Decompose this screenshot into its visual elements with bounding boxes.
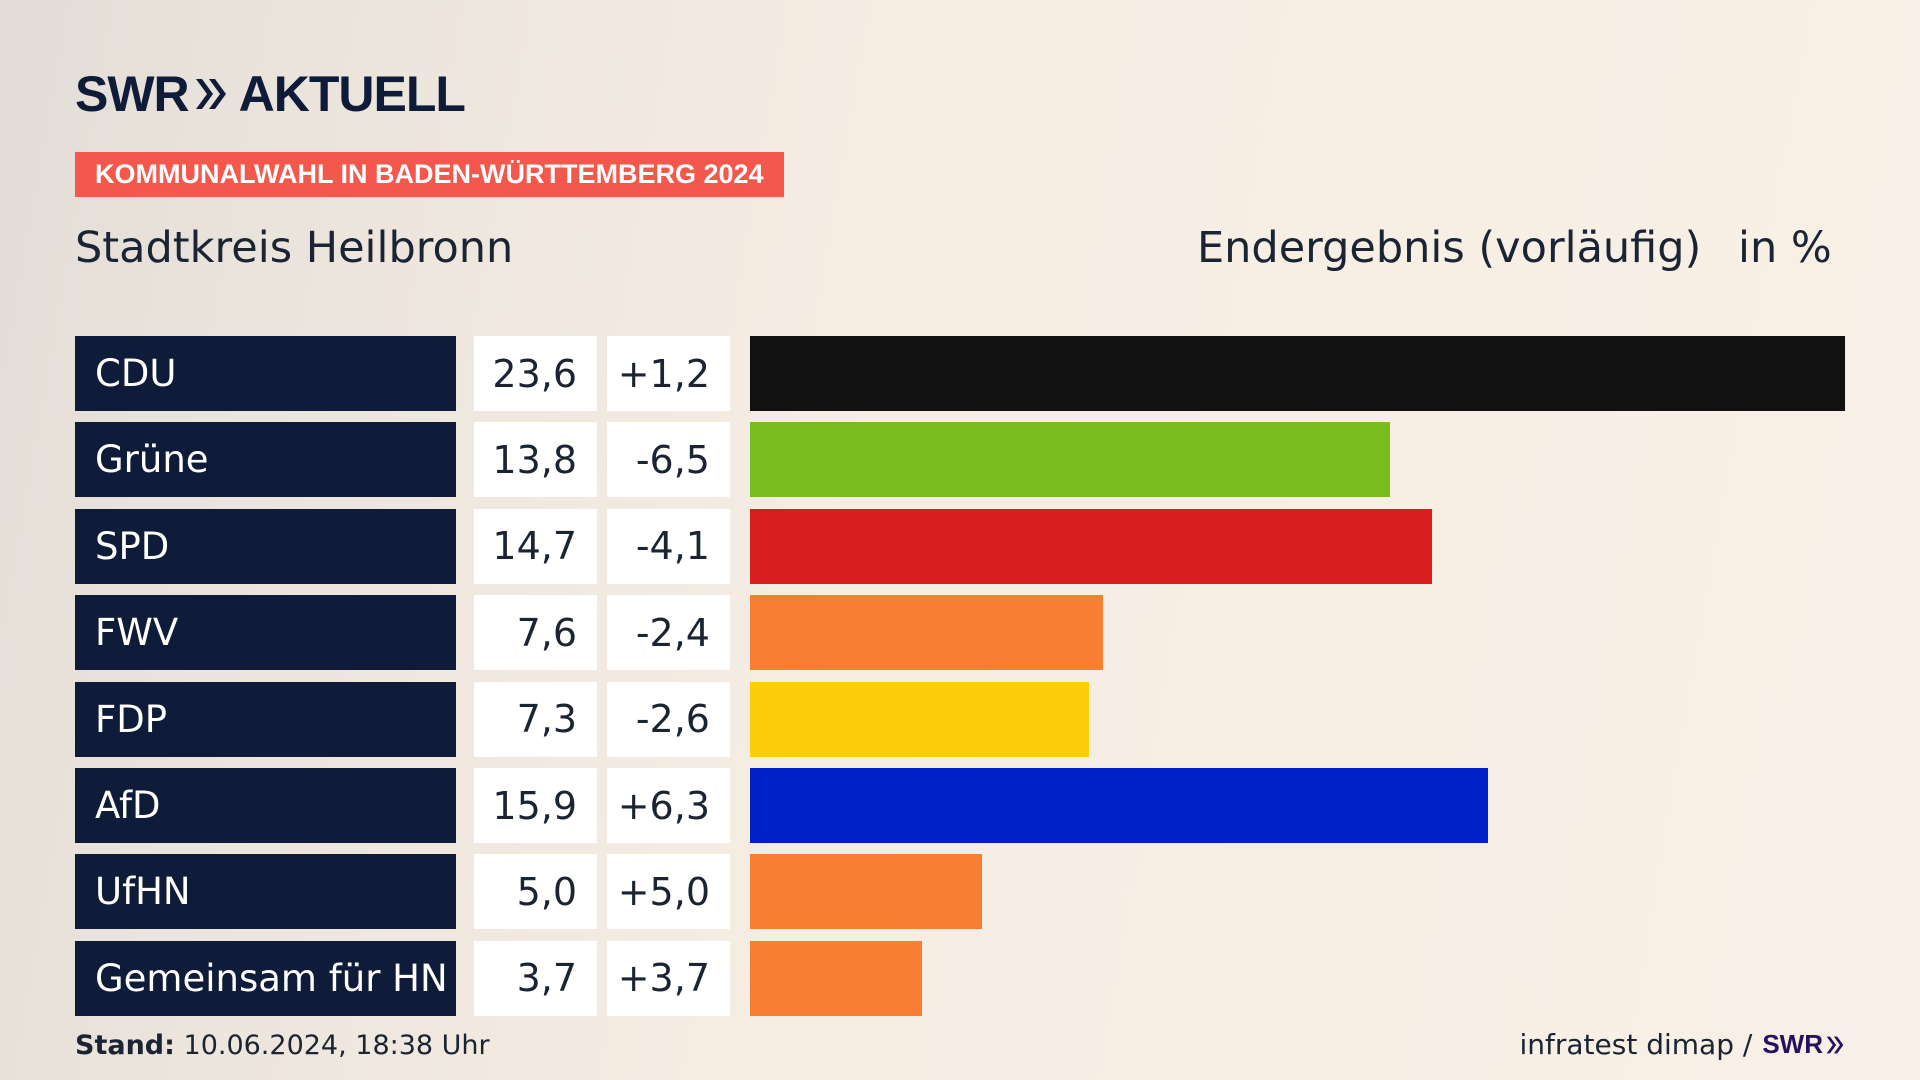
change-label: +6,3 [607,768,730,843]
vote-share-label: 3,7 [474,940,597,1016]
party-label: Grüne [75,422,456,498]
result-bar [750,940,922,1016]
result-bar [750,336,1845,411]
change-label: -2,6 [607,681,730,757]
result-bar [750,854,982,930]
unit-label: in % [1738,223,1832,273]
result-row: SPD 14,7 -4,1 [75,508,1845,584]
vote-share-label: 14,7 [474,508,597,584]
party-label: CDU [75,336,456,411]
change-label: +1,2 [607,336,730,411]
swr-aktuell-logo: SWR AKTUELL [75,64,466,124]
vote-share-label: 13,8 [474,422,597,498]
party-label: Gemeinsam für HN [75,940,456,1016]
vote-share-label: 7,6 [474,595,597,671]
result-bar [750,595,1103,671]
footer-logo-text: SWR [1762,1029,1823,1059]
result-row: FWV 7,6 -2,4 [75,595,1845,671]
result-row: Gemeinsam für HN 3,7 +3,7 [75,940,1845,1016]
vote-share-label: 5,0 [474,854,597,930]
result-bar [750,508,1433,584]
vote-share-label: 15,9 [474,768,597,843]
region-title: Stadtkreis Heilbronn [75,223,514,273]
party-label: UfHN [75,854,456,930]
logo-swr-text: SWR [75,66,190,122]
result-bar [750,422,1391,498]
stand-label: Stand: [75,1030,175,1061]
change-label: -2,4 [607,595,730,671]
stand-value: 10.06.2024, 18:38 Uhr [183,1030,490,1061]
source-text: infratest dimap / [1519,1028,1753,1061]
result-bar [750,768,1488,843]
change-label: -6,5 [607,422,730,498]
party-label: AfD [75,768,456,843]
result-bar [750,681,1089,757]
party-label: FWV [75,595,456,671]
result-row: CDU 23,6 +1,2 [75,336,1845,411]
logo-aktuell-text: AKTUELL [238,66,466,122]
election-badge: KOMMUNALWAHL IN BADEN-WÜRTTEMBERG 2024 [75,152,784,197]
timestamp: Stand: 10.06.2024, 18:38 Uhr [75,1030,490,1061]
change-label: +3,7 [607,940,730,1016]
vote-share-label: 23,6 [474,336,597,411]
result-status: Endergebnis (vorläufig) [1197,223,1702,273]
swr-footer-logo: SWR [1762,1029,1845,1060]
double-chevron-icon [1826,1036,1844,1053]
change-label: +5,0 [607,854,730,930]
result-row: UfHN 5,0 +5,0 [75,854,1845,930]
result-row: FDP 7,3 -2,6 [75,681,1845,757]
change-label: -4,1 [607,508,730,584]
party-label: SPD [75,508,456,584]
result-row: AfD 15,9 +6,3 [75,768,1845,843]
vote-share-label: 7,3 [474,681,597,757]
result-row: Grüne 13,8 -6,5 [75,422,1845,498]
double-chevron-icon [195,79,226,109]
source-credit: infratest dimap / SWR [1520,1028,1846,1061]
party-label: FDP [75,681,456,757]
